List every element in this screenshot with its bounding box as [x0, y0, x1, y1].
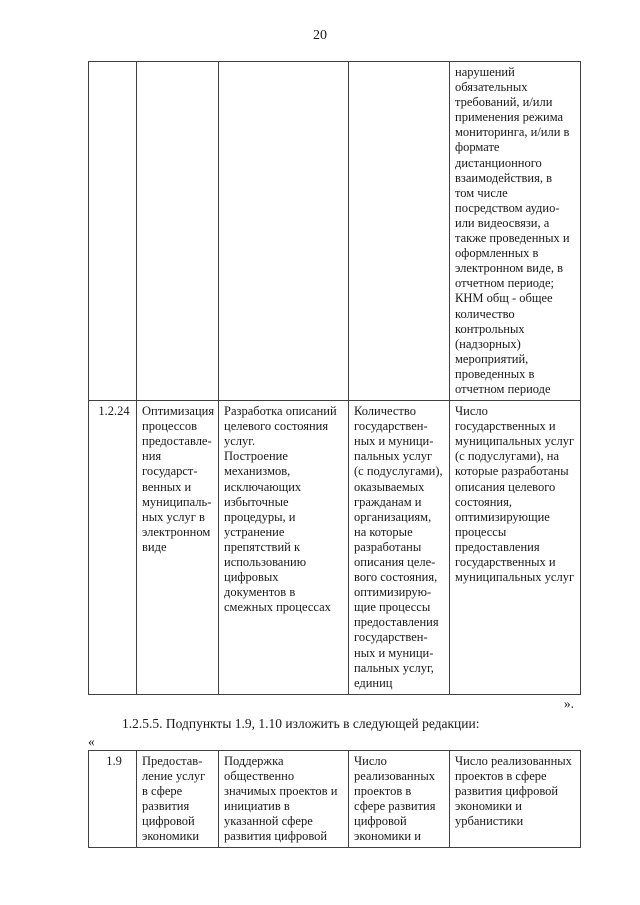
table-row: 1.2.24 Оптимизация процессов предоставле… [88, 400, 581, 695]
table-row: 1.9 Предостав- ление услуг в сфере разви… [88, 749, 581, 849]
goal-cell: Предостав- ление услуг в сфере развития … [136, 749, 219, 849]
table-amended-subitems: 1.9 Предостав- ление услуг в сфере разви… [88, 749, 581, 849]
cell-text: 1.9 [106, 753, 122, 768]
item-number-cell: 1.2.24 [88, 400, 137, 695]
cell-text: Оптимизация процессов предоставле- ния г… [142, 404, 215, 554]
table-indicators-continuation: нарушений обязательных требований, и/или… [88, 60, 581, 695]
page-number: 20 [313, 28, 327, 43]
cell-text: нарушений обязательных требований, и/или… [455, 65, 570, 396]
empty-cell [218, 60, 349, 402]
indicator-definition-cell: Число государственных и муниципальных ус… [449, 400, 581, 695]
measures-cell: Разработка описаний целевого состояния у… [218, 400, 349, 695]
item-number-cell: 1.9 [88, 749, 137, 849]
goal-cell: Оптимизация процессов предоставле- ния г… [136, 400, 219, 695]
cell-text: Число реализованных проектов в сфере раз… [455, 753, 572, 829]
cell-text: Число реализованных проектов в сфере раз… [354, 753, 436, 844]
opening-quote-mark: « [88, 733, 95, 749]
indicator-definition-cell: нарушений обязательных требований, и/или… [449, 60, 581, 402]
cell-text: Количество государствен- ных и муници- п… [354, 404, 443, 690]
amendment-paragraph: 1.2.5.5. Подпункты 1.9, 1.10 изложить в … [122, 715, 480, 731]
cell-text: Предостав- ление услуг в сфере развития … [142, 753, 206, 844]
empty-cell [136, 60, 219, 402]
closing-quote-mark: ». [563, 695, 574, 711]
empty-cell [88, 60, 137, 402]
cell-text: 1.2.24 [98, 404, 130, 419]
indicator-definition-cell: Число реализованных проектов в сфере раз… [449, 749, 581, 849]
measures-cell: Поддержка общественно значимых проектов … [218, 749, 349, 849]
table-row: нарушений обязательных требований, и/или… [88, 60, 581, 402]
cell-text: Число государственных и муниципальных ус… [455, 404, 575, 585]
cell-text: Разработка описаний целевого состояния у… [224, 404, 337, 615]
empty-cell [348, 60, 450, 402]
indicator-name-cell: Количество государствен- ных и муници- п… [348, 400, 450, 695]
cell-text: Поддержка общественно значимых проектов … [224, 753, 338, 844]
indicator-name-cell: Число реализованных проектов в сфере раз… [348, 749, 450, 849]
